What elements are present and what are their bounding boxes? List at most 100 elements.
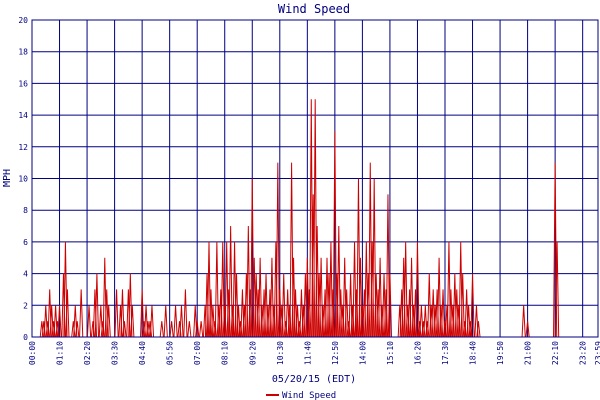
y-tick-label: 4 bbox=[23, 270, 28, 279]
wind-speed-bar bbox=[212, 321, 217, 338]
wind-speed-bar bbox=[307, 289, 312, 338]
wind-speed-bar bbox=[470, 273, 475, 338]
wind-speed-bar bbox=[179, 305, 184, 338]
x-tick-label: 12:50 bbox=[331, 341, 340, 365]
wind-speed-bar bbox=[468, 321, 473, 338]
wind-speed-bar bbox=[387, 273, 393, 338]
wind-speed-bar bbox=[173, 305, 178, 338]
wind-speed-bar bbox=[159, 321, 164, 338]
wind-speed-bar bbox=[149, 305, 155, 338]
x-tick-label: 23:59 bbox=[594, 341, 600, 365]
wind-speed-bar bbox=[269, 257, 275, 338]
wind-speed-bar bbox=[214, 241, 219, 338]
wind-speed-bar bbox=[90, 321, 96, 338]
wind-speed-series bbox=[39, 99, 560, 338]
y-tick-label: 2 bbox=[23, 301, 28, 310]
wind-speed-bar bbox=[228, 226, 233, 338]
wind-speed-bar bbox=[130, 305, 135, 338]
x-tick-label: 05:50 bbox=[166, 341, 175, 365]
wind-speed-bar bbox=[287, 305, 292, 338]
y-tick-label: 12 bbox=[18, 143, 28, 152]
wind-speed-bar bbox=[344, 289, 349, 338]
wind-speed-bar bbox=[246, 226, 251, 338]
wind-speed-bar bbox=[346, 321, 351, 338]
wind-speed-bar bbox=[336, 226, 341, 338]
wind-speed-bar bbox=[332, 130, 337, 338]
y-axis-label: MPH bbox=[2, 169, 13, 187]
wind-speed-bar bbox=[65, 289, 70, 338]
wind-speed-bar bbox=[57, 305, 62, 338]
wind-speed-bar bbox=[525, 321, 530, 338]
x-tick-label: 22:10 bbox=[551, 341, 560, 365]
wind-speed-bar bbox=[169, 321, 174, 338]
wind-speed-bar bbox=[106, 305, 111, 338]
plot-frame bbox=[31, 19, 599, 338]
wind-speed-bar bbox=[436, 257, 442, 338]
wind-speed-bar bbox=[456, 305, 461, 338]
x-tick-label: 19:50 bbox=[496, 341, 505, 365]
wind-speed-bar bbox=[350, 305, 355, 338]
y-tick-label: 14 bbox=[18, 111, 28, 120]
y-tick-label: 16 bbox=[18, 79, 28, 88]
x-tick-label: 08:10 bbox=[221, 341, 230, 365]
x-tick-label: 03:30 bbox=[111, 341, 120, 365]
wind-speed-bar bbox=[120, 289, 125, 338]
wind-speed-bar bbox=[330, 289, 335, 338]
wind-speed-bar bbox=[75, 321, 80, 338]
wind-speed-bar bbox=[140, 289, 145, 338]
x-tick-label: 15:10 bbox=[386, 341, 395, 365]
x-tick-label: 02:20 bbox=[83, 341, 92, 365]
y-tick-label: 6 bbox=[23, 238, 28, 247]
wind-speed-bar bbox=[377, 257, 383, 338]
wind-speed-bar bbox=[79, 289, 84, 338]
wind-speed-bar bbox=[354, 289, 359, 338]
y-tick-label: 0 bbox=[23, 333, 28, 342]
wind-speed-bar bbox=[476, 321, 481, 338]
wind-speed-bar bbox=[554, 241, 560, 338]
wind-speed-bar bbox=[444, 305, 450, 338]
x-tick-label: 09:20 bbox=[248, 341, 257, 365]
x-tick-label: 11:40 bbox=[303, 341, 312, 365]
wind-speed-bar bbox=[462, 321, 467, 338]
wind-speed-bar bbox=[183, 289, 188, 338]
x-tick-label: 21:00 bbox=[524, 341, 533, 365]
x-tick-labels: 00:00 01:10 02:20 03:30 04:40 05:50 07:00 08:10… bbox=[28, 341, 600, 365]
y-tick-label: 20 bbox=[18, 16, 28, 25]
wind-speed-bar bbox=[383, 289, 389, 338]
wind-speed-bar bbox=[372, 178, 377, 338]
x-tick-label: 17:30 bbox=[441, 341, 450, 365]
wind-speed-bar bbox=[297, 321, 302, 338]
x-tick-label: 14:00 bbox=[358, 341, 367, 365]
wind-speed-bar bbox=[222, 305, 227, 338]
wind-speed-bar bbox=[415, 241, 420, 338]
wind-speed-bar bbox=[425, 321, 430, 338]
wind-speed-bar bbox=[163, 305, 168, 338]
wind-speed-bar bbox=[86, 305, 92, 338]
y-tick-label: 8 bbox=[23, 206, 28, 215]
wind-speed-bar bbox=[283, 321, 288, 338]
wind-speed-bar bbox=[409, 257, 414, 338]
wind-speed-bar bbox=[248, 289, 253, 338]
wind-speed-bar bbox=[45, 321, 50, 338]
y-tick-label: 18 bbox=[18, 48, 28, 57]
wind-speed-bar bbox=[199, 321, 204, 338]
wind-speed-bar bbox=[94, 273, 99, 338]
wind-speed-bar bbox=[521, 305, 526, 338]
wind-speed-bar bbox=[403, 241, 408, 338]
wind-speed-bar bbox=[238, 321, 243, 338]
wind-speed-bar bbox=[358, 257, 363, 338]
x-tick-label: 07:00 bbox=[193, 341, 202, 365]
x-tick-label: 23:20 bbox=[579, 341, 588, 365]
wind-speed-bar bbox=[220, 241, 225, 338]
x-tick-label: 00:00 bbox=[28, 341, 37, 365]
wind-speed-bar bbox=[230, 305, 235, 338]
x-tick-label: 01:10 bbox=[56, 341, 65, 365]
x-tick-label: 16:20 bbox=[413, 341, 422, 365]
wind-speed-bar bbox=[100, 321, 105, 338]
y-tick-labels: 0 2 4 6 8 10 12 14 16 18 20 bbox=[18, 16, 28, 342]
wind-speed-bar bbox=[195, 321, 200, 338]
wind-speed-bar bbox=[271, 305, 276, 338]
wind-speed-bar bbox=[122, 321, 127, 338]
